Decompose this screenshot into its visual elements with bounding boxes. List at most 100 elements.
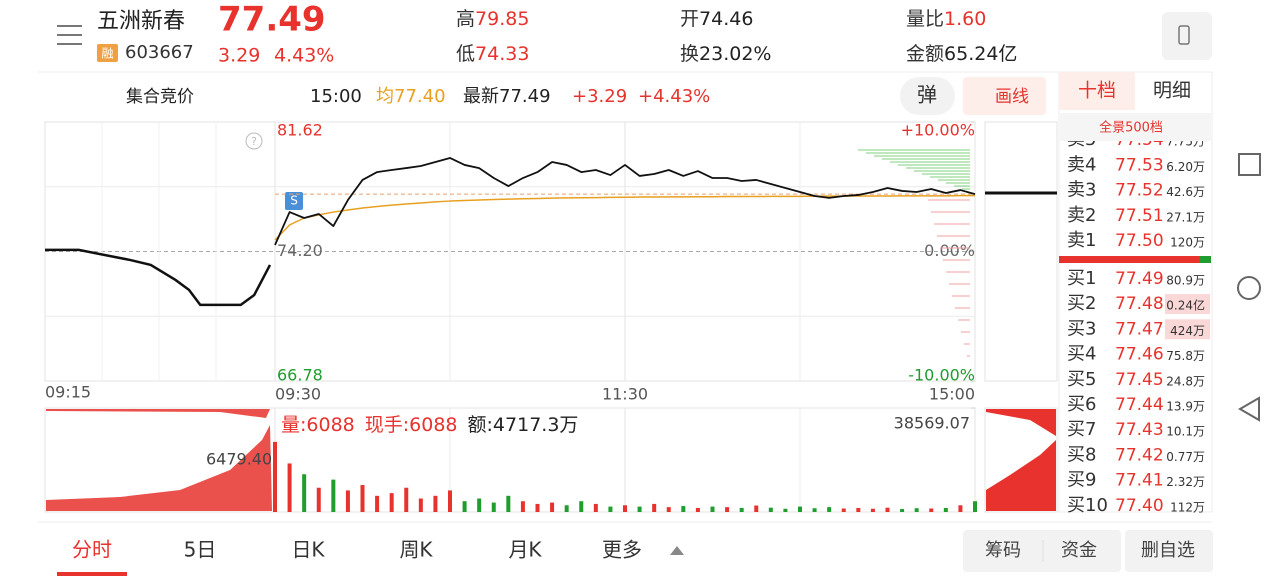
volume-bar — [593, 503, 598, 512]
tab[interactable]: 日K — [291, 538, 325, 562]
latest-price: 最新77.49 — [463, 86, 551, 107]
volume-bar — [564, 505, 569, 512]
nav-home[interactable] — [1237, 276, 1261, 300]
volume-bar — [579, 501, 584, 512]
mini-volume — [986, 440, 1056, 511]
level-volume: 0.24亿 — [1166, 298, 1205, 313]
depth-subtitle: 全景500档 — [1099, 120, 1163, 136]
level-label: 买3 — [1067, 318, 1096, 339]
level-label: 买5 — [1067, 369, 1096, 390]
x-tick-label: 11:30 — [602, 385, 648, 404]
volume-bar — [652, 503, 657, 512]
x-tick-label: 09:15 — [45, 383, 91, 402]
tab[interactable]: 5日 — [184, 538, 217, 562]
volume-bar — [462, 501, 467, 512]
avg-price: 均77.40 — [376, 86, 446, 107]
draw-button[interactable] — [963, 77, 1046, 115]
volume-bar — [900, 509, 905, 512]
level-volume: 42.6万 — [1166, 185, 1205, 199]
badge-bg — [97, 44, 118, 62]
volume-bar — [739, 507, 744, 512]
volume-bar — [287, 463, 292, 512]
auction-volume — [46, 425, 272, 511]
button-group — [963, 530, 1121, 572]
tab[interactable]: 十档 — [1078, 80, 1116, 102]
volume-info-item: 额:4717.3万 — [468, 414, 579, 436]
volume-bar — [345, 490, 350, 512]
volume-bar — [433, 495, 438, 512]
signal-badge[interactable] — [285, 192, 303, 210]
tab-active-bg — [1059, 72, 1135, 110]
level-label: 买7 — [1067, 419, 1096, 440]
change: 3.29 — [218, 45, 260, 67]
volume-bar — [827, 507, 832, 512]
subtitle-bg — [1060, 113, 1211, 141]
menu-icon[interactable] — [57, 25, 82, 45]
tab[interactable]: 月K — [508, 538, 542, 562]
level-label: 卖1 — [1067, 230, 1096, 251]
device-button[interactable] — [1162, 12, 1212, 60]
change: +3.29 — [572, 86, 627, 107]
volume-bar — [491, 502, 496, 512]
level-volume: 10.1万 — [1166, 425, 1205, 439]
level-price: 77.52 — [1115, 181, 1164, 201]
y2-tick-label: +10.00% — [901, 121, 975, 140]
level-volume: 112万 — [1170, 500, 1205, 514]
stat-value: 74.33 — [475, 43, 529, 65]
volume-info-item: 量:6088 — [281, 414, 355, 436]
volume-bar — [418, 498, 423, 512]
tab[interactable]: 周K — [399, 538, 433, 562]
stock-code: 603667 — [125, 42, 194, 63]
volume-bar — [389, 493, 394, 512]
mini-volume-frame — [984, 407, 1058, 513]
volume-bar — [929, 508, 934, 512]
stat: 开74.46 — [680, 8, 753, 30]
price-line — [274, 157, 976, 246]
level-label: 卖5 — [1067, 129, 1096, 150]
level-price: 77.50 — [1115, 231, 1164, 251]
action-button[interactable]: 筹码 — [985, 540, 1021, 561]
volume-bar — [885, 507, 890, 512]
level-price: 77.51 — [1115, 206, 1164, 226]
action-button[interactable]: 删自选 — [1141, 540, 1195, 561]
volume-bar — [783, 508, 788, 512]
time: 15:00 — [310, 86, 362, 107]
stat-label: 低 — [456, 43, 475, 65]
stat-value: 23.02% — [699, 43, 771, 65]
volume-bar — [331, 479, 336, 512]
level-label: 买1 — [1067, 268, 1096, 289]
popup-label[interactable]: 弹 — [917, 83, 937, 107]
tab[interactable]: 分时 — [72, 538, 112, 562]
nav-recent[interactable] — [1238, 153, 1261, 176]
mini-volume-top — [986, 409, 1056, 436]
stat-value: 65.24亿 — [944, 43, 1017, 65]
volume-bar — [608, 506, 613, 512]
level-label: 卖2 — [1067, 205, 1096, 226]
change-pct: +4.43% — [638, 86, 710, 107]
level-price: 77.48 — [1115, 294, 1164, 314]
level-volume: 6.20万 — [1166, 160, 1205, 174]
popup-button[interactable] — [900, 77, 955, 115]
volume-bar — [841, 508, 846, 512]
volume-bar — [856, 507, 861, 512]
level-price: 77.42 — [1115, 445, 1164, 465]
auction-title: 集合竞价 — [126, 87, 194, 107]
badge: 融 — [101, 47, 113, 61]
volume-bar — [535, 503, 540, 512]
y2-tick-label: -10.00% — [908, 366, 975, 385]
help-icon[interactable] — [245, 132, 263, 150]
nav-back[interactable] — [1238, 396, 1260, 422]
volume-bar — [695, 507, 700, 512]
action-button[interactable]: 资金 — [1061, 540, 1097, 561]
tab-underline — [57, 572, 127, 576]
draw-label[interactable]: 画线 — [995, 87, 1029, 107]
tab[interactable]: 明细 — [1153, 80, 1191, 102]
level-label: 买8 — [1067, 444, 1096, 465]
stock-name: 五洲新春 — [97, 9, 185, 34]
level-volume: 7.75万 — [1166, 135, 1205, 149]
tab[interactable]: 更多 — [602, 538, 642, 562]
depth-highlight — [1165, 294, 1210, 314]
auction-volume-top — [46, 409, 270, 418]
stat-label: 高 — [456, 8, 475, 30]
x-tick-label: 09:30 — [275, 385, 321, 404]
